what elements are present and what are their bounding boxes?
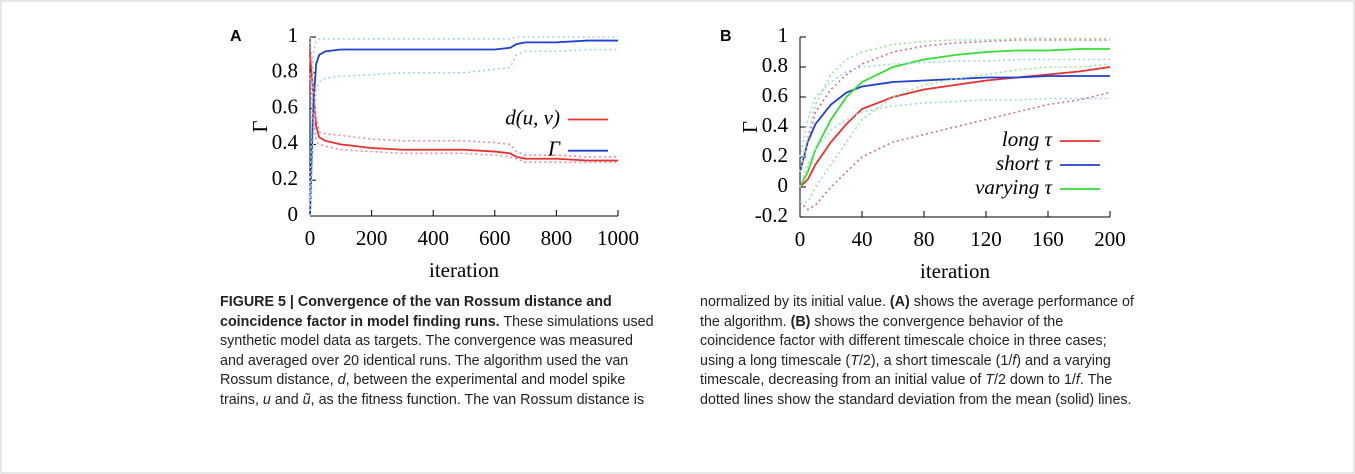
caption-normal: and (270, 391, 303, 408)
std-line (800, 63, 1111, 203)
std-line (309, 72, 618, 164)
y-axis-label: Γ (248, 120, 272, 132)
y-tick-label: -0.2 (755, 203, 788, 227)
caption-normal: ) and a varying timescale, decreasing fr… (700, 352, 1111, 389)
legend-label: Γ (547, 137, 561, 161)
y-axis-label: Γ (738, 121, 762, 133)
std-line (799, 97, 1110, 188)
legend-label: long τ (1002, 127, 1054, 151)
y-tick-label: 0.4 (272, 130, 299, 154)
y-tick-label: 0.6 (272, 94, 298, 118)
x-tick-label: 120 (970, 227, 1002, 251)
caption-italic: T (850, 352, 859, 369)
legend-label: d(u, v) (505, 105, 560, 129)
mean-line (799, 75, 1110, 173)
x-tick-label: 200 (356, 226, 388, 250)
caption-normal: , as the fitness function. The van Rossu… (310, 294, 890, 408)
panel-label: B (720, 28, 732, 45)
caption-italic: d (337, 372, 346, 389)
y-tick-label: 0.6 (762, 83, 788, 107)
x-tick-label: 160 (1032, 227, 1064, 251)
legend-label: varying τ (975, 175, 1053, 199)
x-tick-label: 600 (479, 226, 511, 250)
x-tick-label: 0 (305, 226, 316, 250)
mean-line (309, 54, 618, 162)
caption-italic: u (262, 391, 271, 408)
std-line (799, 37, 1110, 173)
std-line (309, 48, 618, 217)
mean-line (799, 48, 1110, 188)
caption-normal: /2 down to 1/ (994, 372, 1076, 389)
x-axis-label: iteration (429, 258, 499, 282)
caption-normal: shows the average performance of the alg… (700, 294, 1134, 330)
caption-normal: shows the convergence behavior of the co… (700, 313, 1107, 369)
caption-bold: FIGURE 5 | Convergence of the van Rossum… (220, 294, 612, 330)
legend-label: short τ (996, 151, 1053, 175)
panel-label: A (230, 28, 242, 45)
caption-normal: . The dotted lines show the standard dev… (700, 372, 1132, 408)
caption-bold: (B) (790, 313, 811, 330)
std-line (309, 36, 618, 199)
caption-normal: , between the experimental and model spi… (220, 372, 626, 408)
caption-normal: These simulations used synthetic model d… (220, 313, 654, 389)
caption-bold: (A) (889, 294, 910, 310)
y-tick-label: 0.2 (272, 166, 298, 190)
x-tick-label: 400 (417, 226, 449, 250)
caption-italic: T (985, 372, 995, 389)
caption-italic: f (1075, 372, 1080, 389)
y-tick-label: 0.2 (762, 143, 788, 167)
x-tick-label: 0 (795, 227, 806, 251)
caption-italic: ũ (302, 391, 311, 408)
y-tick-label: 0.4 (762, 113, 789, 137)
y-tick-label: 0.8 (272, 59, 298, 83)
x-tick-label: 1000 (597, 226, 639, 250)
std-line (799, 91, 1111, 211)
y-tick-label: 0 (288, 202, 299, 226)
mean-line (799, 66, 1111, 188)
y-tick-label: 1 (288, 23, 299, 47)
caption-normal: /2), a short timescale (1/ (858, 352, 1013, 369)
std-line (799, 58, 1110, 158)
y-tick-label: 1 (778, 23, 789, 47)
x-tick-label: 800 (541, 226, 573, 250)
y-tick-label: 0 (778, 173, 789, 197)
std-line (799, 39, 1110, 173)
caption-italic: f (1012, 352, 1017, 369)
std-line (309, 36, 618, 158)
x-tick-label: 200 (1094, 227, 1126, 251)
x-tick-label: 80 (914, 227, 935, 251)
y-tick-label: 0.8 (762, 53, 788, 77)
x-tick-label: 40 (852, 227, 873, 251)
caption: FIGURE 5 | Convergence of the van Rossum… (220, 293, 1140, 411)
x-axis-label: iteration (920, 259, 990, 283)
mean-line (309, 39, 618, 217)
